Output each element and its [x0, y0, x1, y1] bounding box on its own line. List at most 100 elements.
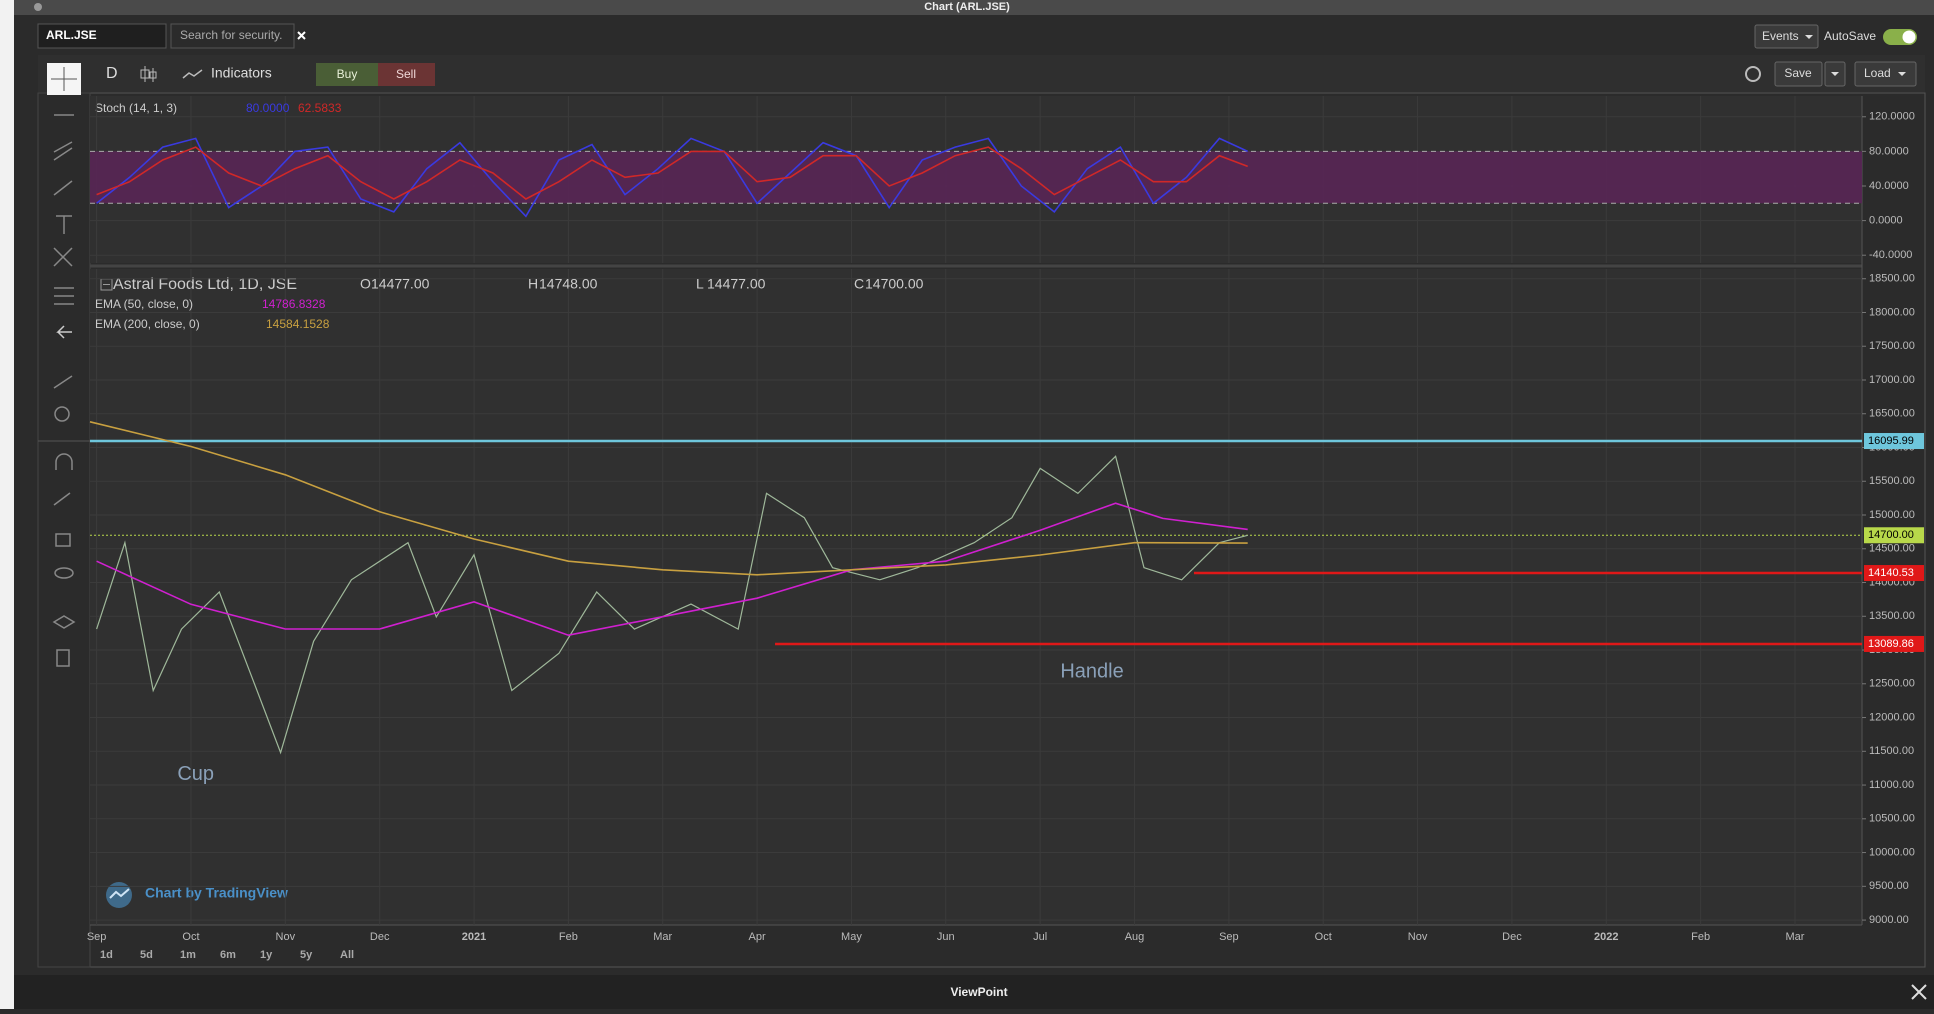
x-tick-label: Jun — [937, 931, 955, 943]
symbol-text: ARL.JSE — [46, 28, 97, 42]
save-button[interactable] — [1774, 61, 1823, 87]
price-panel — [90, 269, 1862, 925]
range-button[interactable]: 6m — [220, 949, 236, 961]
symbol-input[interactable] — [37, 23, 167, 49]
y-tick-label: 120.0000 — [1869, 111, 1915, 123]
range-button[interactable]: 5d — [140, 949, 153, 961]
stoch-title: Stoch (14, 1, 3) — [95, 101, 177, 115]
level-tag — [1864, 527, 1924, 544]
price-title: Astral Foods Ltd, 1D, JSE — [113, 276, 297, 293]
range-button[interactable]: 1d — [100, 949, 113, 961]
x-tick-label: Apr — [749, 931, 766, 943]
chart-style-icon[interactable] — [140, 66, 157, 82]
autosave-label: AutoSave — [1824, 29, 1876, 43]
y-tick-label: 10500.00 — [1869, 813, 1915, 825]
side-strip — [0, 0, 14, 1009]
y-tick-label: 0.0000 — [1869, 215, 1903, 227]
x-tick-label: 2022 — [1594, 931, 1618, 943]
indicators[interactable]: Indicators — [211, 65, 272, 81]
level-tag — [1864, 565, 1924, 582]
y-tick-label: 15500.00 — [1869, 475, 1915, 487]
x-tick-label: Mar — [1786, 931, 1805, 943]
level-label: 14700.00 — [1868, 529, 1914, 541]
level-label: 16095.99 — [1868, 435, 1914, 447]
annotation: Handle — [1060, 660, 1123, 682]
sell-label: Sell — [396, 67, 416, 81]
legend-name: EMA (50, close, 0) — [95, 297, 193, 311]
x-tick-label: 2021 — [462, 931, 486, 943]
fullscreen-icon[interactable] — [1911, 984, 1927, 1000]
y-tick-label: 15000.00 — [1869, 509, 1915, 521]
x-tick-label: Aug — [1125, 931, 1145, 943]
x-tick-label: May — [841, 931, 862, 943]
ohlc-prefix: H — [528, 276, 538, 292]
x-tick-label: Feb — [559, 931, 578, 943]
series-line — [89, 421, 1248, 576]
footer-bar — [14, 975, 1934, 1009]
sell-button[interactable] — [378, 63, 435, 86]
buy-label: Buy — [337, 67, 358, 81]
x-tick-label: Oct — [1315, 931, 1332, 943]
x-tick-label: Feb — [1691, 931, 1710, 943]
y-tick-label: 18000.00 — [1869, 306, 1915, 318]
footer-title: ViewPoint — [950, 985, 1007, 999]
clear-icon[interactable] — [297, 31, 306, 40]
caret — [1898, 72, 1906, 76]
events-button[interactable] — [1754, 24, 1819, 49]
indicators-icon — [182, 69, 203, 79]
tool-icons[interactable] — [52, 114, 76, 667]
y-tick-label: 11500.00 — [1869, 745, 1914, 757]
range-button[interactable]: 1m — [180, 949, 196, 961]
x-tick-label: Sep — [1219, 931, 1239, 943]
y-tick-label: 12500.00 — [1869, 678, 1915, 690]
interval[interactable]: D — [106, 65, 118, 82]
y-tick-label: 9500.00 — [1869, 880, 1909, 892]
y-tick-label: 17000.00 — [1869, 374, 1915, 386]
window-dot[interactable] — [34, 3, 42, 11]
legend-value: 62.5833 — [298, 101, 342, 115]
title-bar — [14, 0, 1934, 15]
level-tag — [1864, 635, 1924, 652]
ohlc-value: 14700.00 — [865, 276, 924, 292]
x-tick-label: Sep — [87, 931, 107, 943]
x-tick-label: Mar — [653, 931, 672, 943]
legend-value: 80.0000 — [246, 101, 290, 115]
window-title: Chart (ARL.JSE) — [924, 1, 1010, 13]
settings-icon[interactable] — [1745, 66, 1761, 82]
ohlc-value: 14477.00 — [371, 276, 430, 292]
watermark-text: Chart by TradingView — [145, 885, 288, 901]
level-label: 14140.53 — [1868, 567, 1914, 579]
ohlc-prefix: O — [360, 276, 371, 292]
search-placeholder: Search for security. — [180, 28, 282, 42]
watermark: Chart by TradingView — [106, 882, 288, 908]
x-tick-label: Oct — [182, 931, 199, 943]
search-input[interactable] — [170, 23, 295, 49]
load-button[interactable] — [1854, 61, 1917, 87]
y-tick-label: 11000.00 — [1869, 779, 1914, 791]
events-label: Events — [1762, 29, 1799, 43]
tv-logo-mark — [109, 888, 130, 899]
toggle-knob — [1902, 30, 1916, 44]
x-tick-label: Dec — [1502, 931, 1522, 943]
series-line — [96, 146, 1248, 200]
save-label: Save — [1784, 66, 1812, 80]
buy-button[interactable] — [316, 63, 378, 86]
level-tag — [1864, 433, 1924, 450]
y-tick-label: 17500.00 — [1869, 340, 1915, 352]
y-tick-label: 40.0000 — [1869, 180, 1909, 192]
ohlc-value: 14748.00 — [539, 276, 598, 292]
x-tick-label: Nov — [1408, 931, 1428, 943]
x-tick-label: Nov — [276, 931, 296, 943]
y-tick-label: 80.0000 — [1869, 145, 1909, 157]
level-label: 13089.86 — [1868, 638, 1914, 650]
load-label: Load — [1864, 66, 1891, 80]
y-tick-label: 13500.00 — [1869, 610, 1915, 622]
range-button[interactable]: 5y — [300, 949, 313, 961]
range-button[interactable]: 1y — [260, 949, 273, 961]
annotation: Cup — [177, 763, 214, 785]
ohlc-prefix: C — [854, 276, 864, 292]
y-tick-label: 14500.00 — [1869, 543, 1915, 555]
x-tick-label: Jul — [1033, 931, 1047, 943]
range-button[interactable]: All — [340, 949, 354, 961]
